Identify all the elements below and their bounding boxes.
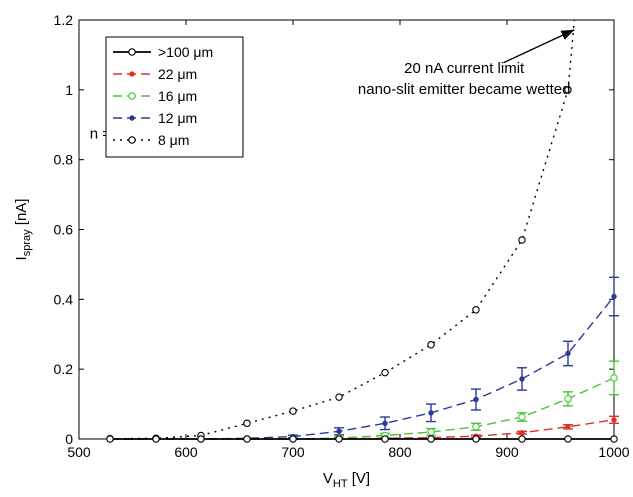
data-point: [564, 86, 572, 94]
data-point: [518, 435, 526, 443]
data-point: [381, 368, 389, 377]
data-point: [335, 435, 343, 443]
data-point: [243, 419, 251, 428]
legend-label: 16 μm: [158, 88, 197, 104]
data-point: [564, 435, 572, 443]
y-tick-label: 1.2: [54, 12, 74, 28]
legend-marker: [129, 71, 135, 77]
data-point: [106, 435, 114, 443]
data-point: [427, 428, 435, 436]
legend-entry-3: 12 μm: [113, 110, 197, 126]
legend-label: 12 μm: [158, 110, 197, 126]
data-point: [611, 417, 617, 423]
x-axis-label-unit: [V]: [348, 470, 371, 487]
series-line: [110, 296, 615, 440]
legend-entry-0: >100 μm: [113, 44, 213, 60]
data-point: [610, 374, 618, 382]
data-point: [427, 435, 435, 443]
data-point: [565, 350, 571, 357]
x-tick-label: 700: [281, 444, 305, 460]
y-axis-label-main: I: [13, 256, 30, 260]
data-point: [518, 413, 526, 421]
x-axis-label-main: V: [323, 470, 333, 487]
legend-marker: [128, 136, 136, 144]
data-point: [565, 424, 571, 430]
legend-entry-1: 22 μm: [113, 66, 197, 82]
y-tick-label: 0.2: [54, 361, 74, 377]
data-point: [428, 410, 434, 416]
data-point: [289, 407, 297, 415]
series-line: [110, 377, 615, 440]
annotation-arrow-head: [560, 29, 575, 40]
data-point: [289, 435, 297, 443]
y-axis-label: Ispray [nA]: [13, 199, 33, 261]
legend-marker: [128, 92, 136, 100]
data-point: [336, 428, 342, 435]
legend-label: 22 μm: [158, 66, 197, 82]
legend-label: 8 μm: [158, 132, 189, 148]
legend-entry-4: 8 μm: [113, 132, 189, 148]
annotation-text: 20 nA current limit: [404, 60, 525, 77]
axis-ticks: 500 600 700 800 900 1000 0 0.2 0.4 0.6 0.8 1 1.2: [54, 12, 630, 460]
y-tick-label: 0.8: [54, 152, 74, 168]
data-point: [243, 435, 251, 443]
legend-marker: [129, 115, 135, 121]
data-point: [518, 236, 526, 244]
data-point: [197, 435, 205, 443]
x-tick-label: 500: [67, 444, 91, 460]
data-point: [472, 423, 480, 431]
y-axis-label-unit: [nA]: [13, 199, 30, 230]
y-axis-label-sub: spray: [21, 229, 33, 256]
annotation-text: nano-slit emitter became wetted: [358, 81, 571, 98]
y-tick-label: 1: [65, 82, 73, 98]
data-point: [610, 435, 618, 443]
axis-labels: VHT [V] Ispray [nA]: [13, 199, 370, 490]
x-tick-label: 800: [388, 444, 412, 460]
legend-label: >100 μm: [158, 44, 213, 60]
data-point: [472, 306, 480, 314]
data-point: [152, 435, 160, 443]
x-tick-label: 1000: [598, 444, 629, 460]
y-tick-label: 0.6: [54, 222, 74, 238]
legend-entry-2: 16 μm: [113, 88, 197, 104]
x-tick-label: 900: [495, 444, 519, 460]
data-point: [472, 435, 480, 443]
series-line: [109, 19, 576, 440]
legend-marker: [128, 48, 136, 56]
data-point: [473, 396, 479, 403]
series-0: [106, 435, 618, 443]
data-point: [519, 376, 525, 382]
data-point: [382, 420, 388, 426]
series-layer: [106, 19, 619, 443]
y-tick-label: 0.4: [54, 291, 74, 307]
data-point: [611, 293, 617, 300]
data-point: [381, 435, 389, 443]
x-axis-label: VHT [V]: [323, 470, 370, 490]
y-tick-label: 0: [65, 431, 73, 447]
data-point: [519, 430, 525, 436]
data-point: [335, 393, 343, 401]
legend: >100 μm 22 μm 16 μm 12 μm 8 μm: [105, 36, 244, 158]
data-point: [564, 395, 572, 403]
series-3: [107, 276, 619, 442]
x-axis-label-sub: HT: [333, 478, 348, 490]
x-tick-label: 600: [174, 444, 198, 460]
data-point: [427, 340, 435, 349]
